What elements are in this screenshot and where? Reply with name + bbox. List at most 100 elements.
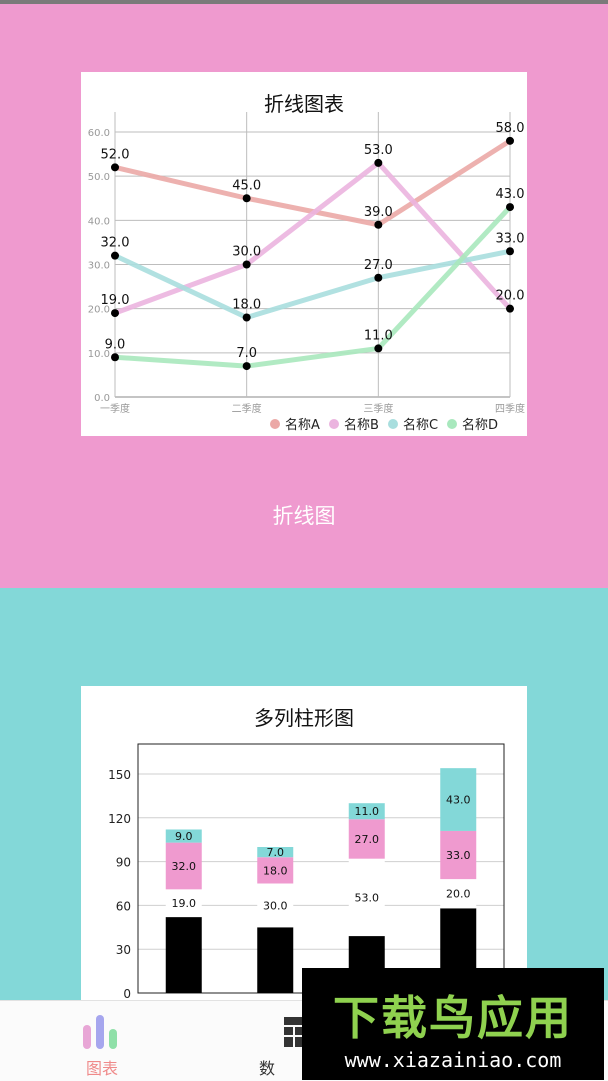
bar-segment bbox=[165, 829, 202, 843]
y-tick-label: 150 bbox=[108, 768, 131, 782]
bar-segment bbox=[165, 917, 202, 993]
bar-segment bbox=[257, 857, 294, 884]
line-chart-caption: 折线图 bbox=[272, 504, 336, 528]
legend-marker bbox=[329, 419, 339, 429]
bar-chart: 0 30 60 90 120 150 19.0 32.0 9.0 30.0 18.0 7.0 53.0 2… bbox=[108, 743, 505, 1001]
data-point bbox=[374, 344, 383, 353]
legend-label: 名称B bbox=[344, 417, 379, 433]
series-line bbox=[112, 204, 513, 369]
legend-label: 名称A bbox=[285, 417, 320, 433]
bar-label: 19.0 bbox=[172, 897, 197, 910]
line-chart-title: 折线图表 bbox=[264, 92, 344, 116]
bar-label: 20.0 bbox=[446, 888, 471, 901]
data-label: 11.0 bbox=[364, 328, 393, 343]
bar-segment bbox=[440, 879, 477, 909]
bar-label: 9.0 bbox=[175, 830, 193, 843]
data-label: 33.0 bbox=[496, 231, 525, 246]
data-label: 9.0 bbox=[105, 337, 126, 352]
bar-segment bbox=[440, 768, 477, 831]
legend-label: 名称D bbox=[462, 417, 498, 433]
data-point bbox=[242, 362, 251, 371]
bar-label: 18.0 bbox=[263, 864, 288, 877]
data-label: 27.0 bbox=[364, 258, 393, 273]
bar-segment bbox=[348, 803, 385, 820]
y-tick-label: 90 bbox=[116, 856, 131, 870]
line-chart-card: 折线图表 0.0 10.0 20.0 30.0 40.0 50.0 60.0 一季度 二季度 三季… bbox=[81, 72, 527, 436]
data-point bbox=[374, 158, 383, 167]
y-tick-label: 60.0 bbox=[88, 128, 110, 139]
data-point bbox=[506, 203, 514, 212]
x-tick-label: 四季度 bbox=[495, 402, 525, 415]
legend-marker bbox=[270, 419, 280, 429]
data-label: 39.0 bbox=[364, 205, 393, 220]
data-point bbox=[506, 136, 514, 145]
data-label: 32.0 bbox=[101, 236, 130, 251]
line-chart: 0.0 10.0 20.0 30.0 40.0 50.0 60.0 一季度 二季度 三季度 四季度 5… bbox=[88, 112, 525, 433]
bar-segment bbox=[440, 830, 477, 880]
data-label: 52.0 bbox=[101, 147, 130, 162]
y-tick-label: 30 bbox=[116, 943, 131, 957]
data-point bbox=[242, 194, 251, 203]
data-point bbox=[111, 163, 119, 172]
bar-chart-card: 多列柱形图 0 30 60 90 120 150 19.0 32.0 9.0 30.0 18.0 7.… bbox=[81, 686, 527, 1016]
bar-segment bbox=[257, 847, 294, 858]
data-label: 18.0 bbox=[232, 298, 261, 313]
x-tick-label: 一季度 bbox=[100, 402, 130, 415]
watermark-overlay: 下载鸟应用 www.xiazainiao.com bbox=[302, 968, 604, 1080]
data-point bbox=[374, 220, 383, 229]
y-tick-label: 0 bbox=[123, 987, 131, 1001]
data-label: 43.0 bbox=[496, 187, 525, 202]
watermark-title: 下载鸟应用 bbox=[333, 991, 573, 1045]
data-point bbox=[506, 304, 514, 313]
bar-label: 30.0 bbox=[263, 899, 288, 912]
bar-label: 27.0 bbox=[355, 833, 380, 846]
bar-label: 33.0 bbox=[446, 849, 471, 862]
data-point bbox=[506, 247, 514, 256]
data-point bbox=[242, 260, 251, 269]
y-tick-label: 30.0 bbox=[88, 261, 110, 272]
nav-item-charts[interactable]: 图表 bbox=[27, 1001, 177, 1081]
bar-segment bbox=[257, 927, 294, 993]
chart-bars-icon bbox=[83, 1015, 117, 1049]
y-tick-label: 20.0 bbox=[88, 305, 110, 316]
series-line bbox=[112, 248, 513, 320]
bar-label: 53.0 bbox=[355, 891, 380, 904]
bar-label: 32.0 bbox=[172, 860, 197, 873]
y-tick-label: 120 bbox=[108, 812, 131, 826]
nav-label-charts: 图表 bbox=[85, 1059, 118, 1078]
data-point bbox=[111, 309, 119, 318]
legend-marker bbox=[388, 419, 398, 429]
watermark-url: www.xiazainiao.com bbox=[344, 1048, 562, 1072]
y-tick-label: 10.0 bbox=[88, 349, 110, 360]
legend-marker bbox=[447, 419, 457, 429]
bar-label: 43.0 bbox=[446, 794, 471, 807]
data-point bbox=[242, 313, 251, 322]
series-line bbox=[112, 160, 513, 316]
bar-segment bbox=[165, 889, 202, 918]
bar-label: 7.0 bbox=[267, 846, 285, 859]
data-label: 53.0 bbox=[364, 143, 393, 158]
bar-label: 11.0 bbox=[355, 805, 380, 818]
nav-label-data: 数 bbox=[258, 1059, 275, 1078]
y-tick-label: 60 bbox=[116, 899, 131, 913]
data-label: 20.0 bbox=[496, 289, 525, 304]
data-point bbox=[374, 273, 383, 282]
y-tick-label: 40.0 bbox=[88, 216, 110, 227]
x-tick-label: 二季度 bbox=[232, 402, 262, 415]
x-tick-label: 三季度 bbox=[363, 402, 393, 415]
y-tick-label: 0.0 bbox=[94, 393, 110, 404]
data-label: 19.0 bbox=[101, 293, 130, 308]
bar-chart-title: 多列柱形图 bbox=[254, 706, 354, 730]
data-label: 30.0 bbox=[232, 245, 261, 260]
bar-segment bbox=[348, 819, 385, 859]
y-tick-label: 50.0 bbox=[88, 172, 110, 183]
data-label: 7.0 bbox=[236, 346, 257, 361]
data-label: 45.0 bbox=[232, 178, 261, 193]
data-point bbox=[111, 353, 119, 362]
legend-label: 名称C bbox=[403, 417, 438, 433]
bar-segment bbox=[348, 858, 385, 937]
bar-segment bbox=[165, 842, 202, 890]
top-status-strip bbox=[0, 0, 608, 4]
data-label: 58.0 bbox=[496, 121, 525, 136]
bar-segment bbox=[257, 883, 294, 928]
